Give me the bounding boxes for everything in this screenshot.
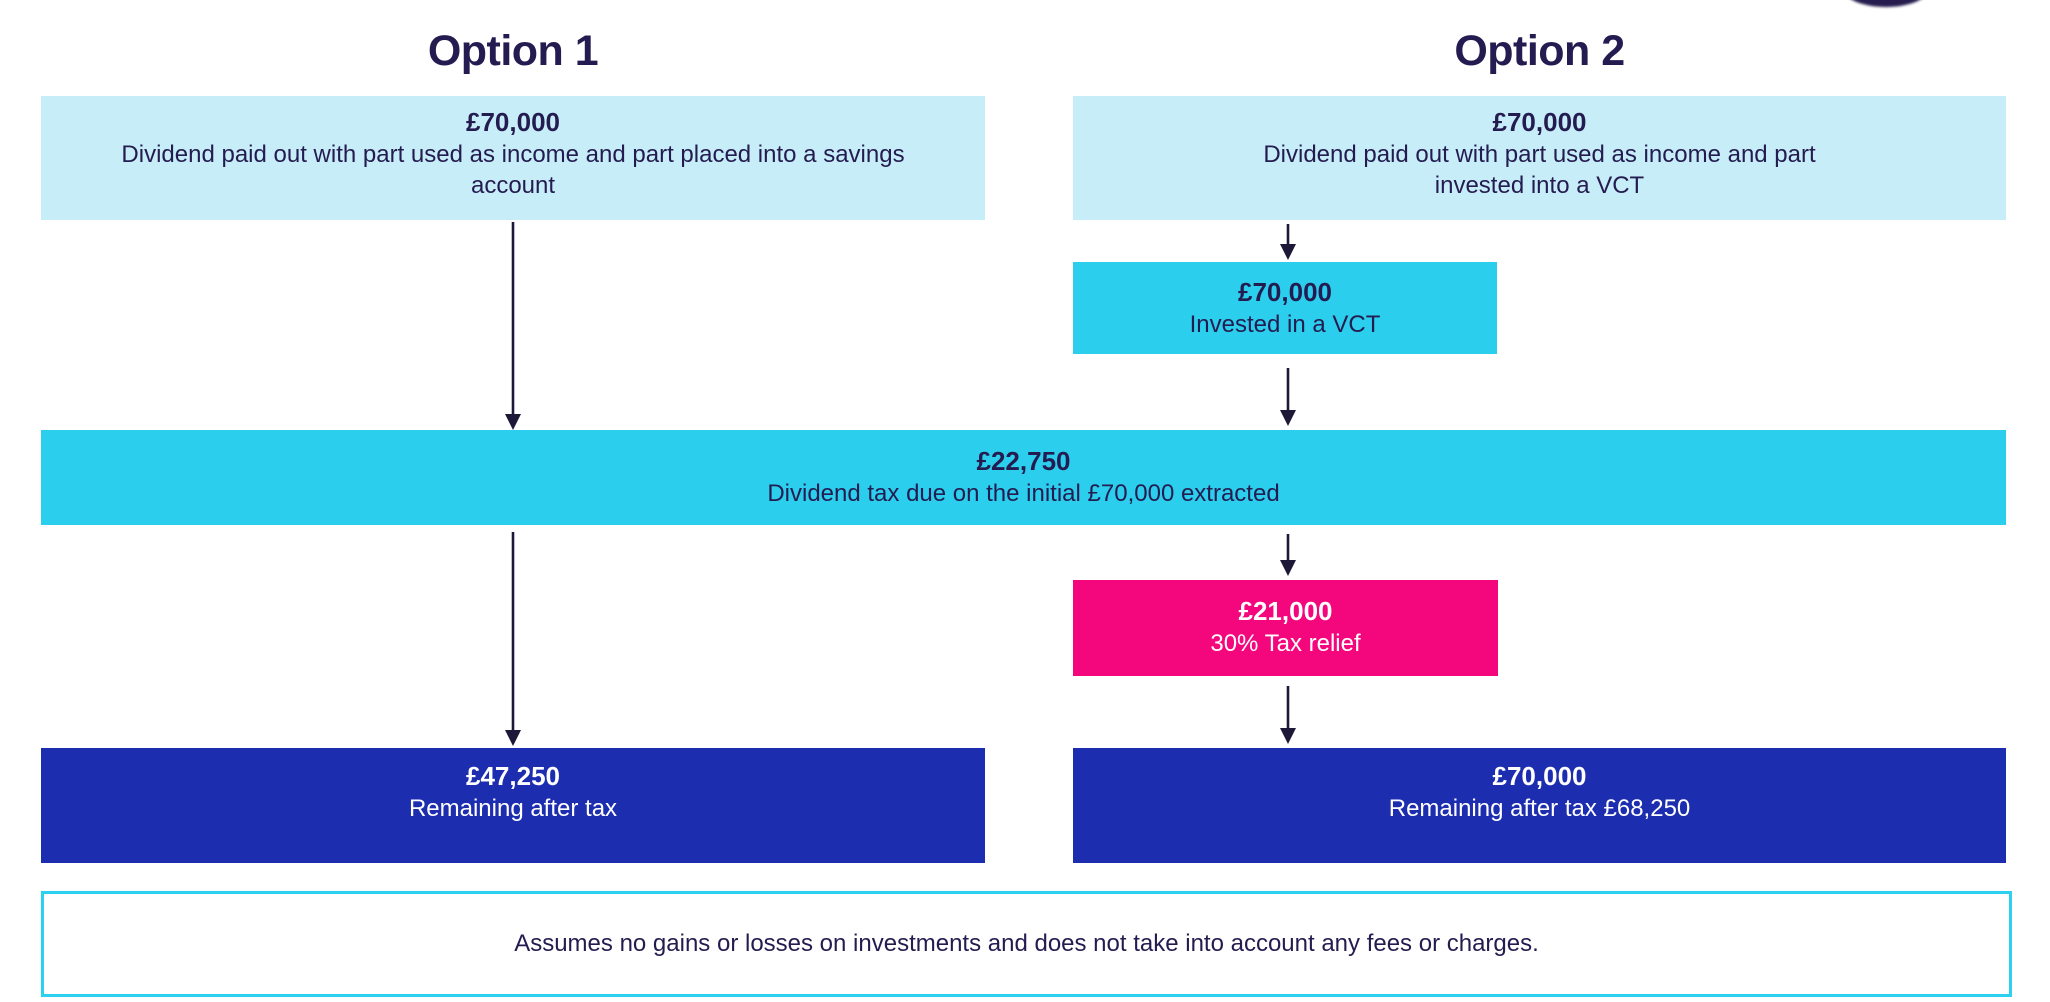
dividend-tax-label: Dividend tax due on the initial £70,000 … [767, 480, 1280, 507]
option2-vct-label: Invested in a VCT [1189, 311, 1381, 338]
dividend-tax-box: £22,750 Dividend tax due on the initial … [41, 430, 2006, 525]
arrow-opt1-tax-to-result [505, 532, 521, 746]
partial-logo-circle [1843, 0, 1929, 7]
option1-result-box: £47,250 Remaining after tax [41, 748, 985, 863]
option2-result-box: £70,000 Remaining after tax £68,250 [1073, 748, 2006, 863]
arrow-opt2-relief-to-result [1280, 686, 1296, 744]
option1-start-box: £70,000 Dividend paid out with part used… [41, 96, 985, 220]
option2-title: Option 2 [1454, 27, 1625, 75]
tax-relief-amount: £21,000 [1238, 596, 1333, 626]
option2-vct-box: £70,000 Invested in a VCT [1073, 262, 1497, 354]
arrow-opt2-tax-to-relief [1280, 534, 1296, 576]
tax-relief-box: £21,000 30% Tax relief [1073, 580, 1498, 676]
tax-relief-label: 30% Tax relief [1210, 630, 1361, 657]
arrow-opt2-vct-to-tax [1280, 368, 1296, 426]
arrow-opt2-start-to-vct [1280, 224, 1296, 260]
option1-title: Option 1 [427, 27, 599, 75]
option2-result-amount: £70,000 [1492, 761, 1587, 791]
option1-start-label: Dividend paid out with part used as inco… [121, 141, 905, 199]
option2-start-box: £70,000 Dividend paid out with part used… [1073, 96, 2006, 220]
option2-vct-amount: £70,000 [1238, 277, 1332, 307]
assumptions-note-text: Assumes no gains or losses on investment… [514, 930, 1539, 957]
option2-start-amount: £70,000 [1492, 107, 1587, 137]
option2-result-label: Remaining after tax £68,250 [1388, 795, 1691, 822]
arrow-opt1-start-to-tax [505, 222, 521, 430]
assumptions-note-box: Assumes no gains or losses on investment… [41, 891, 2012, 997]
dividend-tax-amount: £22,750 [976, 446, 1071, 476]
option1-result-amount: £47,250 [466, 761, 560, 791]
option1-start-amount: £70,000 [466, 107, 560, 137]
option2-start-label: Dividend paid out with part used as inco… [1263, 141, 1816, 199]
option1-result-label: Remaining after tax [408, 795, 618, 822]
